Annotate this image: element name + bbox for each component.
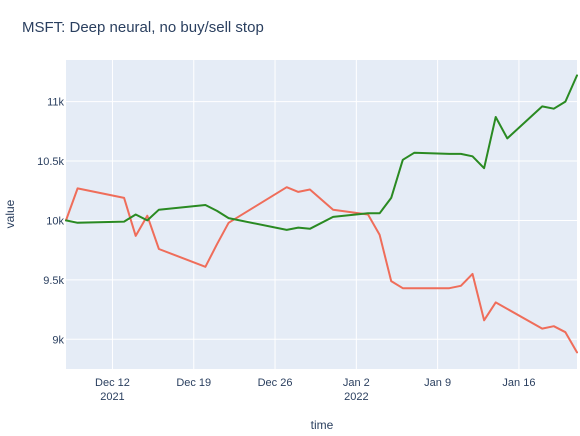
x-tick-year-label: 2022 [344, 391, 368, 403]
chart-title: MSFT: Deep neural, no buy/sell stop [22, 19, 264, 36]
y-tick-label: 10k [46, 215, 64, 227]
x-axis: Dec 12 2021 Dec 19 Dec 26 Jan 2 2022 Jan 9 Jan … [95, 377, 535, 403]
y-axis: 9k 9.5k 10k 10.5k 11k [37, 97, 64, 347]
y-tick-label: 10.5k [37, 156, 64, 168]
y-tick-label: 9.5k [43, 275, 64, 287]
x-axis-title: time [311, 418, 334, 432]
y-tick-label: 11k [47, 97, 64, 109]
series-layer [65, 74, 578, 354]
x-tick-label: Dec 12 [95, 377, 130, 389]
x-tick-year-label: 2021 [100, 391, 124, 403]
series-line-2 [65, 74, 578, 231]
plot-area [66, 60, 577, 369]
x-tick-label: Jan 16 [502, 377, 535, 389]
x-tick-label: Jan 9 [424, 377, 451, 389]
x-tick-label: Dec 26 [258, 377, 293, 389]
x-tick-label: Dec 19 [176, 377, 211, 389]
gridlines [66, 60, 577, 369]
series-line-1 [65, 186, 578, 354]
x-tick-label: Jan 2 [343, 377, 370, 389]
y-axis-title: value [3, 199, 17, 228]
y-tick-label: 9k [52, 334, 64, 346]
